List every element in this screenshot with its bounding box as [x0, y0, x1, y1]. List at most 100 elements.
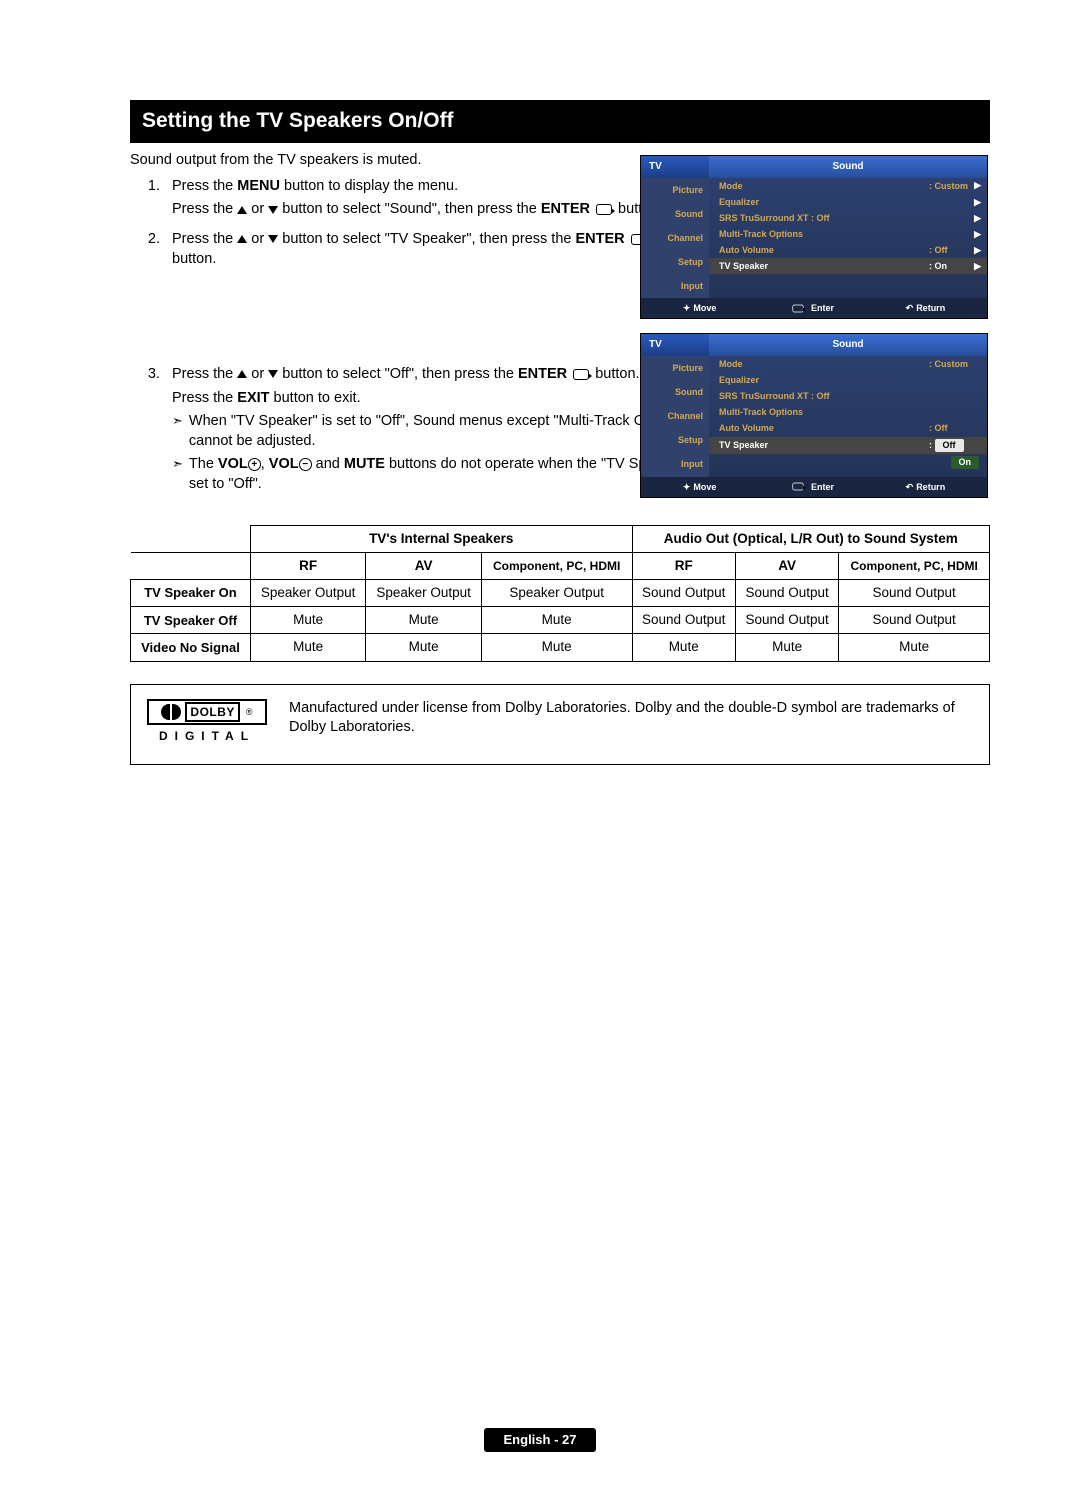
chevron-right-icon: ▶: [974, 179, 981, 191]
t: :: [929, 440, 932, 450]
exit-bold: EXIT: [237, 390, 269, 406]
cell: Mute: [481, 634, 632, 661]
t: button to select "Sound", then press the: [278, 201, 541, 217]
table-subheader: Component, PC, HDMI: [481, 552, 632, 579]
cell: Mute: [481, 607, 632, 634]
osd-side-item: Setup: [641, 428, 709, 452]
table-subheader: Component, PC, HDMI: [839, 552, 990, 579]
cell: Sound Output: [735, 607, 838, 634]
osd-row: SRS TruSurround XT : Off▶: [709, 210, 987, 226]
osd-bottom-bar: ✦Move Enter ↶Return: [641, 477, 987, 497]
cell: Speaker Output: [481, 579, 632, 606]
chevron-right-icon: ▶: [974, 228, 981, 240]
dolby-word: DOLBY: [185, 702, 240, 722]
cell: Mute: [839, 634, 990, 661]
step-body: Press the MENU button to display the men…: [172, 177, 682, 224]
cell: Mute: [735, 634, 838, 661]
page-title: Setting the TV Speakers On/Off: [130, 100, 990, 143]
step-number: 1.: [130, 177, 160, 224]
enter-bold: ENTER: [575, 231, 624, 247]
cell: Sound Output: [839, 607, 990, 634]
updown-icon: ✦: [683, 302, 691, 314]
osd-main: Sound Mode: Custom Equalizer SRS TruSurr…: [709, 334, 987, 476]
vol-bold: VOL: [269, 456, 299, 472]
osd-side-item: Picture: [641, 356, 709, 380]
up-arrow-icon: [237, 235, 247, 243]
t: button to select "TV Speaker", then pres…: [278, 231, 575, 247]
minus-icon: −: [299, 458, 312, 471]
comparison-table: TV's Internal Speakers Audio Out (Optica…: [130, 525, 990, 662]
t: button to select "Off", then press the: [278, 366, 518, 382]
osd-main: Sound Mode: Custom▶ Equalizer▶ SRS TruSu…: [709, 156, 987, 298]
dolby-logo: DOLBY® DIGITAL: [147, 699, 267, 744]
osd-label: Mode: [719, 180, 929, 192]
osd-label: Auto Volume: [719, 422, 929, 434]
enter-icon: [792, 304, 803, 312]
down-arrow-icon: [268, 235, 278, 243]
t: Press the: [172, 390, 237, 406]
cell: Sound Output: [632, 579, 735, 606]
t: button.: [591, 366, 639, 382]
up-arrow-icon: [237, 206, 247, 214]
t: Press the: [172, 178, 237, 194]
t: Return: [916, 302, 945, 314]
osd-row: Equalizer: [709, 372, 987, 388]
osd-row: On: [709, 454, 987, 471]
row-header: Video No Signal: [131, 634, 251, 661]
osd-label: Multi-Track Options: [719, 228, 979, 240]
table-corner: [131, 552, 251, 579]
mute-bold: MUTE: [344, 456, 385, 472]
cell: Sound Output: [839, 579, 990, 606]
t: Enter: [811, 481, 834, 493]
table-row: Video No Signal Mute Mute Mute Mute Mute…: [131, 634, 990, 661]
table-header: Audio Out (Optical, L/R Out) to Sound Sy…: [632, 525, 990, 552]
osd-side-item: Setup: [641, 250, 709, 274]
row-header: TV Speaker Off: [131, 607, 251, 634]
osd-value: : On: [929, 260, 979, 272]
footer-label: English - 27: [484, 1428, 597, 1452]
osd-side-item: Input: [641, 452, 709, 476]
row-header: TV Speaker On: [131, 579, 251, 606]
t: or: [247, 201, 268, 217]
cell: Sound Output: [735, 579, 838, 606]
t: ,: [261, 456, 269, 472]
osd-label: TV Speaker: [719, 260, 929, 272]
osd-return: ↶Return: [906, 302, 946, 314]
table-corner: [131, 525, 251, 552]
osd-label: Mode: [719, 358, 929, 370]
dolby-subword: DIGITAL: [147, 728, 267, 744]
osd-row-highlight: TV Speaker : Off: [709, 437, 987, 454]
cell: Mute: [250, 634, 365, 661]
cell: Speaker Output: [366, 579, 481, 606]
osd-side-header: TV: [641, 156, 709, 178]
t: or: [247, 366, 268, 382]
osd-side-item: Sound: [641, 202, 709, 226]
step-number: 2.: [130, 230, 160, 273]
cell: Mute: [366, 634, 481, 661]
osd-main-header: Sound: [709, 334, 987, 356]
step-body: Press the or button to select "TV Speake…: [172, 230, 682, 273]
arrowhead-icon: ➣: [172, 455, 183, 494]
osd-move: ✦Move: [683, 481, 717, 493]
cell: Speaker Output: [250, 579, 365, 606]
osd-label: SRS TruSurround XT : Off: [719, 390, 979, 402]
chevron-right-icon: ▶: [974, 260, 981, 272]
enter-bold: ENTER: [541, 201, 590, 217]
table-row: TV Speaker Off Mute Mute Mute Sound Outp…: [131, 607, 990, 634]
osd-side-header: TV: [641, 334, 709, 356]
cell: Sound Output: [632, 607, 735, 634]
osd-enter: Enter: [788, 302, 834, 314]
dolby-box: DOLBY® DIGITAL Manufactured under licens…: [130, 684, 990, 765]
osd-side-item: Picture: [641, 178, 709, 202]
page-footer: English - 27: [0, 1428, 1080, 1452]
osd-dropdown-pill: Off: [935, 439, 964, 452]
t: Press the: [172, 231, 237, 247]
osd-label: Auto Volume: [719, 244, 929, 256]
double-d-icon: [161, 704, 181, 720]
osd-row: Multi-Track Options▶: [709, 226, 987, 242]
t: button to exit.: [270, 390, 361, 406]
t: The VOL+, VOL− and MUTE buttons do not o…: [189, 455, 712, 494]
t: button.: [172, 251, 216, 267]
osd-value: : Off: [929, 439, 979, 452]
t: When "TV Speaker" is set to "Off", Sound…: [189, 412, 712, 451]
